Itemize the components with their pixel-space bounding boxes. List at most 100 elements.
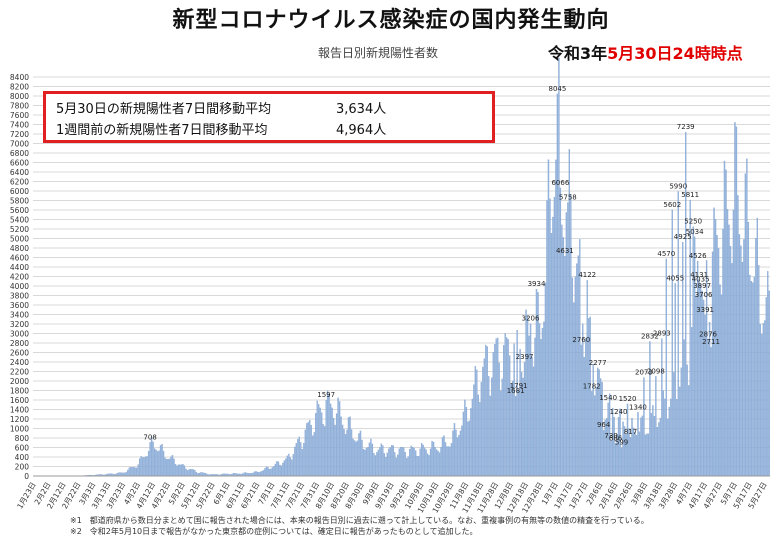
bar (494, 344, 496, 477)
bar (562, 237, 565, 477)
bar (497, 337, 499, 477)
bar (570, 194, 572, 477)
bar (253, 471, 256, 477)
data-label: 4122 (578, 271, 596, 279)
y-tick-label: 7800 (10, 102, 29, 111)
bar (583, 356, 585, 477)
callout-row-today: 5月30日の新規陽性者7日間移動平均 3,634人 (56, 98, 386, 117)
bar (270, 468, 272, 477)
bar (662, 390, 664, 477)
bar (331, 407, 333, 477)
bar (674, 283, 676, 477)
bar (170, 456, 172, 477)
bar (158, 450, 160, 477)
bar (506, 337, 508, 477)
bar (189, 468, 192, 477)
data-label: 2893 (653, 330, 671, 338)
footnotes: ※1 都道府県から数日分まとめて国に報告された場合には、本来の報告日別に過去に遡… (70, 515, 649, 537)
bar (136, 467, 138, 477)
bar (171, 455, 174, 477)
data-label: 1791 (510, 382, 528, 390)
bar (485, 344, 487, 477)
bar (177, 464, 180, 477)
bar (447, 446, 450, 477)
bar (523, 362, 526, 477)
bar (200, 472, 202, 477)
bar (407, 456, 409, 477)
y-tick-label: 4400 (10, 263, 29, 272)
bar (322, 424, 324, 477)
bar (635, 435, 638, 477)
bar (352, 438, 354, 477)
bar (720, 294, 723, 477)
bar (361, 439, 363, 477)
bar (329, 403, 332, 477)
data-label: 739 (604, 432, 617, 440)
bar (373, 453, 375, 477)
bar (294, 446, 296, 477)
y-tick-label: 6200 (10, 178, 29, 187)
bar (353, 440, 356, 477)
bar (486, 346, 488, 477)
data-label: 7239 (677, 123, 695, 131)
bar (620, 447, 623, 477)
bar (300, 442, 302, 477)
bar (455, 429, 457, 477)
bar (321, 412, 323, 477)
bar (128, 467, 130, 477)
data-label: 817 (624, 428, 637, 436)
bar (440, 447, 442, 477)
bar (429, 448, 432, 477)
y-tick-label: 4800 (10, 244, 29, 253)
y-tick-label: 6400 (10, 168, 29, 177)
bar (668, 406, 670, 477)
bar (741, 261, 744, 477)
bar (538, 323, 541, 477)
bar (585, 338, 587, 477)
data-label: 1782 (583, 382, 601, 390)
bar (264, 468, 266, 477)
bar (362, 448, 365, 477)
y-tick-label: 2800 (10, 339, 29, 348)
bar (316, 400, 318, 477)
x-axis-tick-labels: 1月23日2月2日2月12日2月22日3月3日3月13日3月23日4月2日4月1… (15, 481, 768, 515)
bar (765, 297, 767, 477)
bar (349, 416, 351, 477)
bar (279, 464, 281, 477)
bar (130, 467, 132, 477)
bar (139, 458, 141, 477)
y-tick-label: 6600 (10, 159, 29, 168)
bar (422, 444, 424, 477)
bar (432, 441, 435, 477)
data-label: 1540 (599, 394, 617, 402)
bar (340, 416, 342, 477)
bar (738, 234, 741, 477)
bar (159, 445, 162, 477)
y-tick-label: 2000 (10, 377, 29, 386)
bar (549, 198, 551, 477)
bar (149, 442, 151, 477)
data-label: 2098 (647, 367, 665, 375)
bar (500, 390, 502, 477)
bar (341, 424, 344, 477)
bar (647, 433, 650, 477)
data-label: 5250 (684, 218, 702, 226)
bar (343, 429, 345, 477)
bar (282, 462, 284, 477)
bar (140, 456, 142, 477)
y-tick-label: 3400 (10, 311, 29, 320)
bar (731, 263, 733, 477)
bar (121, 472, 123, 477)
y-tick-label: 200 (15, 463, 30, 472)
y-tick-label: 0 (24, 472, 29, 481)
bar (519, 349, 521, 477)
bar (376, 452, 378, 477)
bar (434, 447, 436, 477)
bar (553, 196, 556, 477)
bar (244, 472, 247, 477)
bar (747, 221, 750, 477)
bar (350, 429, 353, 477)
bar (453, 423, 456, 477)
bar (277, 461, 280, 477)
bar (680, 367, 682, 477)
